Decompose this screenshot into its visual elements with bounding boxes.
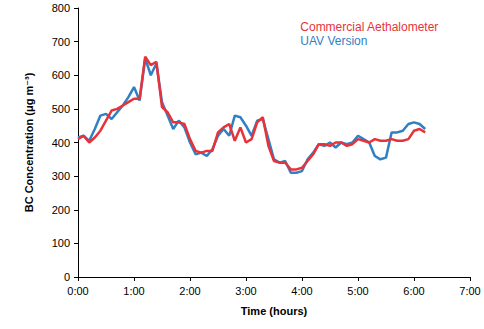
svg-text:UAV Version: UAV Version — [300, 34, 367, 48]
svg-text:4:00: 4:00 — [291, 285, 312, 297]
svg-text:0:00: 0:00 — [67, 285, 88, 297]
svg-text:BC Concentration (μg m⁻³): BC Concentration (μg m⁻³) — [23, 72, 35, 212]
svg-text:200: 200 — [52, 204, 70, 216]
svg-text:700: 700 — [52, 36, 70, 48]
svg-text:Time (hours): Time (hours) — [241, 305, 308, 317]
svg-text:7:00: 7:00 — [459, 285, 480, 297]
svg-text:300: 300 — [52, 170, 70, 182]
svg-text:3:00: 3:00 — [235, 285, 256, 297]
svg-text:500: 500 — [52, 103, 70, 115]
svg-text:800: 800 — [52, 2, 70, 14]
svg-text:6:00: 6:00 — [403, 285, 424, 297]
svg-text:400: 400 — [52, 137, 70, 149]
svg-text:Commercial Aethalometer: Commercial Aethalometer — [300, 20, 438, 34]
svg-text:1:00: 1:00 — [123, 285, 144, 297]
svg-text:0: 0 — [64, 271, 70, 283]
svg-text:100: 100 — [52, 237, 70, 249]
svg-text:2:00: 2:00 — [179, 285, 200, 297]
svg-text:600: 600 — [52, 69, 70, 81]
svg-text:5:00: 5:00 — [347, 285, 368, 297]
